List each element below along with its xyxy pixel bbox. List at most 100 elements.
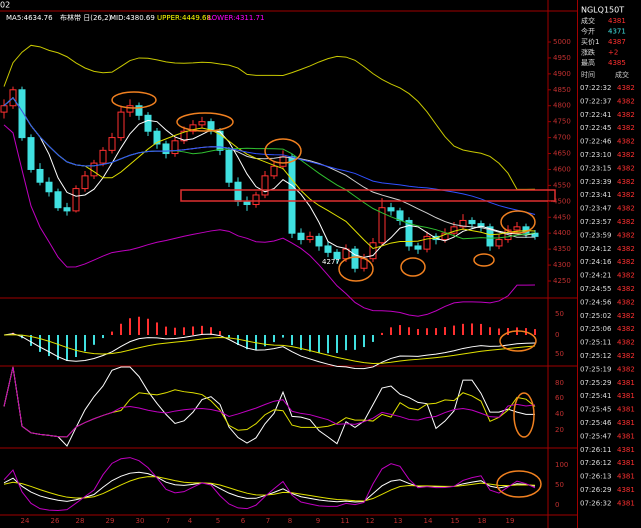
candle-body: [234, 181, 242, 202]
trade-time: 07:25:11: [580, 339, 611, 347]
trade-time: 07:25:46: [580, 419, 612, 427]
date-label: 29: [106, 517, 115, 525]
price-tick-label: 4900: [553, 70, 571, 78]
trade-time: 07:22:37: [580, 97, 611, 105]
trade-price: 4381: [617, 432, 635, 440]
trade-time: 07:24:55: [580, 285, 611, 293]
quote-label: 买价1: [581, 38, 599, 46]
candle-body: [450, 226, 458, 234]
trade-price: 4382: [617, 151, 635, 159]
trade-time: 07:26:13: [580, 473, 611, 481]
quote-value: 4385: [608, 59, 626, 67]
panel-tick-label: 0: [555, 501, 559, 509]
trade-price: 4381: [617, 392, 635, 400]
rsi-mid: [3, 366, 536, 438]
candle-body: [306, 235, 314, 241]
trade-price: 4382: [617, 97, 635, 105]
trade-price: 4381: [617, 473, 635, 481]
candle-body: [126, 105, 134, 113]
candle-body: [378, 207, 386, 244]
trade-price: 4382: [617, 258, 635, 266]
trade-time: 07:22:45: [580, 124, 611, 132]
candle-body: [486, 226, 494, 247]
trade-time: 07:22:46: [580, 138, 612, 146]
date-label: 18: [478, 517, 487, 525]
panel-tick-label: 50: [555, 481, 564, 489]
quote-value: +2: [608, 49, 618, 57]
candle-body: [279, 156, 287, 167]
price-tick-label: 4850: [553, 86, 571, 94]
candle-body: [108, 137, 116, 151]
date-label: 12: [366, 517, 375, 525]
candle-body: [477, 223, 485, 228]
date-label: 11: [341, 517, 350, 525]
trade-price: 4382: [617, 191, 635, 199]
boll-lower: [3, 124, 536, 317]
price-tick-label: 4450: [553, 213, 571, 221]
candle-body: [261, 175, 269, 196]
annotation-ellipse: [499, 330, 537, 352]
trade-time: 07:25:06: [580, 325, 612, 333]
quote-label: 成交: [581, 16, 595, 25]
candle-body: [441, 232, 449, 241]
candle-body: [369, 242, 377, 260]
date-label: 7: [266, 517, 270, 525]
candle-body: [459, 219, 467, 228]
candle-body: [117, 111, 125, 139]
candle-body: [270, 165, 278, 177]
price-tick-label: 4350: [553, 245, 571, 253]
candle-body: [171, 140, 179, 155]
trade-price: 4382: [617, 138, 635, 146]
candle-body: [18, 89, 26, 139]
candle-body: [243, 200, 251, 206]
panel-tick-label: 60: [555, 394, 564, 402]
trade-price: 4381: [617, 419, 635, 427]
trade-price: 4381: [617, 499, 635, 507]
trade-price: 4382: [617, 231, 635, 239]
trade-time: 07:25:02: [580, 312, 611, 320]
candle-body: [513, 226, 521, 231]
date-label: 24: [21, 517, 30, 525]
quote-label: 涨跌: [581, 48, 595, 57]
rsi-slow: [3, 366, 536, 438]
candle-body: [387, 207, 395, 212]
candle-body: [405, 219, 413, 247]
trade-price: 4382: [617, 365, 635, 373]
quote-symbol: NGLQ150T: [581, 6, 624, 15]
price-tick-label: 4600: [553, 165, 571, 173]
candle-body: [99, 149, 107, 164]
header-mid: MID:4380.69: [110, 14, 155, 22]
candle-body: [144, 114, 152, 132]
trade-time: 07:23:39: [580, 178, 611, 186]
candle-body: [54, 191, 62, 209]
annotations: [111, 91, 556, 498]
trade-time: 07:25:12: [580, 352, 611, 360]
trade-price: 4382: [617, 178, 635, 186]
trade-time: 07:22:32: [580, 84, 611, 92]
trade-price: 4382: [617, 312, 635, 320]
quote-label: 今开: [581, 27, 595, 36]
plot: [0, 44, 539, 512]
candle-body: [252, 194, 260, 206]
candle-body: [216, 130, 224, 151]
trade-time: 07:26:11: [580, 446, 611, 454]
candle-body: [198, 121, 206, 126]
trade-price: 4382: [617, 298, 635, 306]
ma40: [3, 97, 536, 215]
trade-time: 07:23:41: [580, 191, 611, 199]
price-tick-label: 4800: [553, 102, 571, 110]
trade-price: 4381: [617, 406, 635, 414]
candle-body: [189, 124, 197, 132]
candle-body: [45, 181, 53, 193]
date-label: 26: [51, 517, 60, 525]
trade-time: 07:25:47: [580, 432, 611, 440]
price-tick-label: 4250: [553, 277, 571, 285]
annotation-ellipse: [473, 253, 495, 267]
trade-time: 07:24:21: [580, 272, 611, 280]
kdj-j: [3, 457, 536, 512]
trade-time: 07:23:59: [580, 231, 611, 239]
date-label: 13: [394, 517, 403, 525]
quote-value: 4381: [608, 17, 626, 25]
trade-time: 07:26:12: [580, 459, 611, 467]
